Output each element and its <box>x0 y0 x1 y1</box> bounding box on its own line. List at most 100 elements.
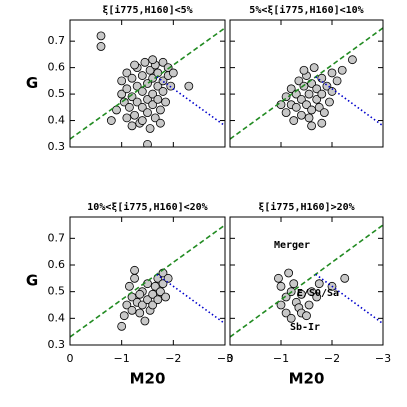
point <box>281 108 291 118</box>
point <box>148 89 158 99</box>
point <box>117 89 127 99</box>
point <box>140 57 150 67</box>
point <box>314 279 324 289</box>
point <box>299 65 309 75</box>
point <box>117 76 127 86</box>
annotation: Merger <box>274 240 310 251</box>
point <box>148 100 158 110</box>
point <box>156 105 165 115</box>
point <box>156 287 165 297</box>
y-tick-label: 0.5 <box>48 87 66 100</box>
chart-title: 10%<ξ[i775,H160]<20% <box>87 201 207 213</box>
x-tick-label: −1 <box>273 352 289 365</box>
point <box>137 116 147 125</box>
point <box>304 300 314 310</box>
x-tick-label: −3 <box>375 352 391 365</box>
y-axis-label: G <box>26 74 38 92</box>
annotation: E/S0/Sa <box>297 288 339 299</box>
chart-title: ξ[i775,H160]>20% <box>258 201 354 213</box>
point <box>304 89 314 99</box>
point <box>309 63 319 73</box>
point <box>312 94 322 104</box>
point <box>286 313 296 323</box>
point <box>322 81 332 91</box>
point <box>148 55 158 65</box>
point <box>140 316 150 326</box>
point <box>150 113 160 123</box>
point <box>302 311 311 321</box>
plot-frame <box>229 19 384 148</box>
x-tick-label: −3 <box>217 352 233 365</box>
y-tick-label: 0.7 <box>48 231 66 244</box>
point <box>307 121 317 131</box>
point <box>96 31 106 41</box>
y-tick-label: 0.3 <box>48 338 66 351</box>
point <box>296 94 306 104</box>
point <box>143 139 152 147</box>
y-tick-label: 0.6 <box>48 258 66 271</box>
point <box>137 71 147 80</box>
plot-frame <box>229 216 384 346</box>
plot-frame <box>69 216 226 346</box>
point <box>125 102 134 112</box>
plot-frame <box>69 19 226 148</box>
point <box>276 281 286 291</box>
point <box>145 124 155 133</box>
point <box>289 116 299 125</box>
point <box>130 273 139 283</box>
point <box>122 113 132 123</box>
point <box>153 81 163 91</box>
point <box>127 92 137 102</box>
x-tick-label: −2 <box>165 352 181 365</box>
point <box>314 102 324 112</box>
point <box>130 110 139 120</box>
point <box>281 308 291 318</box>
point <box>143 108 152 118</box>
point <box>307 105 317 115</box>
point <box>130 60 139 70</box>
point <box>347 55 357 65</box>
point <box>158 57 168 67</box>
x-axis-label: M20 <box>289 370 325 388</box>
point <box>294 76 304 86</box>
point <box>153 295 163 305</box>
point <box>307 287 317 297</box>
chart-title: 5%<ξ[i775,H160]<10% <box>249 4 363 16</box>
point <box>119 97 129 107</box>
point <box>135 308 145 318</box>
point <box>327 68 337 78</box>
point <box>332 76 342 86</box>
annotation: Sb-Ir <box>290 322 320 333</box>
point <box>317 73 327 83</box>
point <box>281 92 291 102</box>
point <box>325 97 334 107</box>
point <box>184 81 194 91</box>
point <box>145 65 155 75</box>
y-tick-label: 0.6 <box>48 61 66 74</box>
point <box>158 76 168 86</box>
point <box>284 268 294 278</box>
point <box>296 110 306 120</box>
x-tick-label: 0 <box>67 352 74 365</box>
y-axis-label: G <box>26 272 38 290</box>
point <box>317 89 327 99</box>
point <box>148 73 158 83</box>
point <box>127 73 137 83</box>
x-axis-label: M20 <box>130 370 166 388</box>
point <box>274 273 283 283</box>
point <box>106 116 116 125</box>
point <box>161 292 170 302</box>
point <box>156 118 165 128</box>
point <box>312 84 322 94</box>
point <box>302 100 311 110</box>
point <box>161 97 170 107</box>
point <box>119 311 129 321</box>
point <box>96 42 106 51</box>
point <box>117 321 127 331</box>
point <box>132 97 142 107</box>
point <box>135 289 145 299</box>
point <box>281 292 291 302</box>
reference-line <box>315 76 383 127</box>
point <box>168 68 178 78</box>
